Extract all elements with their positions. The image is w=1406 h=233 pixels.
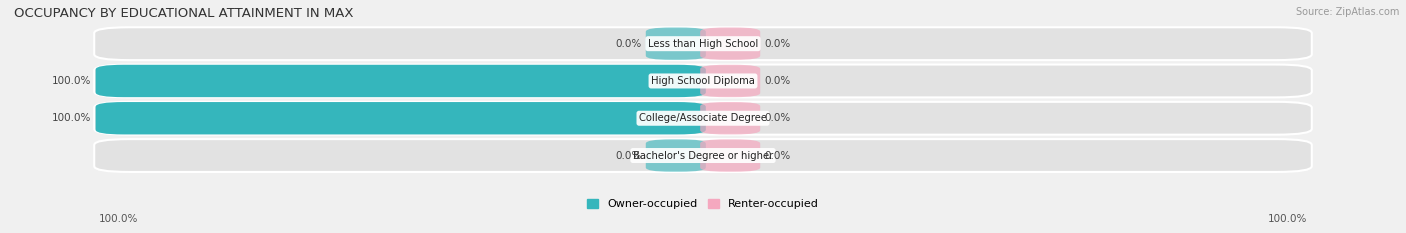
FancyBboxPatch shape bbox=[700, 27, 761, 60]
Text: Source: ZipAtlas.com: Source: ZipAtlas.com bbox=[1295, 7, 1399, 17]
Text: 0.0%: 0.0% bbox=[616, 39, 641, 49]
FancyBboxPatch shape bbox=[94, 27, 1312, 60]
Text: 100.0%: 100.0% bbox=[52, 113, 91, 123]
Text: Bachelor's Degree or higher: Bachelor's Degree or higher bbox=[633, 151, 773, 161]
Text: 0.0%: 0.0% bbox=[765, 113, 790, 123]
Text: 0.0%: 0.0% bbox=[765, 39, 790, 49]
Text: 100.0%: 100.0% bbox=[52, 76, 91, 86]
FancyBboxPatch shape bbox=[94, 139, 1312, 172]
FancyBboxPatch shape bbox=[645, 139, 706, 172]
FancyBboxPatch shape bbox=[96, 65, 706, 97]
FancyBboxPatch shape bbox=[700, 102, 761, 134]
Text: 100.0%: 100.0% bbox=[98, 214, 138, 224]
Text: 0.0%: 0.0% bbox=[765, 151, 790, 161]
FancyBboxPatch shape bbox=[96, 102, 706, 134]
Text: OCCUPANCY BY EDUCATIONAL ATTAINMENT IN MAX: OCCUPANCY BY EDUCATIONAL ATTAINMENT IN M… bbox=[14, 7, 353, 20]
FancyBboxPatch shape bbox=[94, 65, 1312, 97]
Text: 0.0%: 0.0% bbox=[616, 151, 641, 161]
Legend: Owner-occupied, Renter-occupied: Owner-occupied, Renter-occupied bbox=[582, 194, 824, 213]
FancyBboxPatch shape bbox=[700, 139, 761, 172]
Text: College/Associate Degree: College/Associate Degree bbox=[638, 113, 768, 123]
Text: 0.0%: 0.0% bbox=[765, 76, 790, 86]
FancyBboxPatch shape bbox=[94, 102, 1312, 135]
FancyBboxPatch shape bbox=[700, 65, 761, 97]
Text: High School Diploma: High School Diploma bbox=[651, 76, 755, 86]
Text: Less than High School: Less than High School bbox=[648, 39, 758, 49]
FancyBboxPatch shape bbox=[645, 27, 706, 60]
Text: 100.0%: 100.0% bbox=[1268, 214, 1308, 224]
